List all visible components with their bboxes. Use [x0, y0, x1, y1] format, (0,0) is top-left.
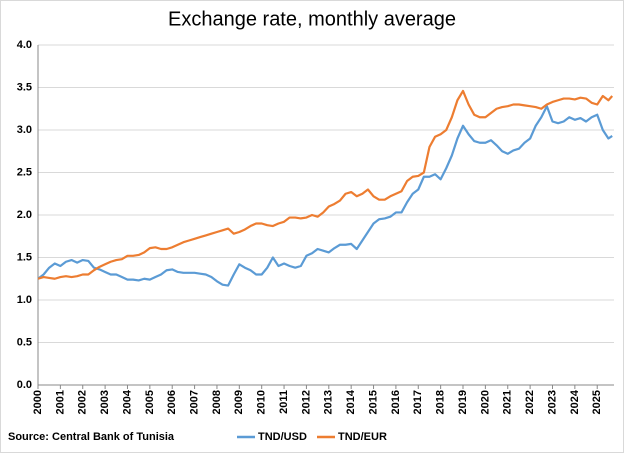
x-tick-label: 2009 — [233, 390, 245, 414]
chart-title: Exchange rate, monthly average — [168, 8, 456, 30]
y-tick-label: 2.5 — [17, 166, 32, 178]
source-note: Source: Central Bank of Tunisia — [8, 431, 175, 443]
x-tick-label: 2003 — [99, 390, 111, 414]
series-line — [37, 105, 613, 287]
y-tick-label: 3.5 — [17, 81, 32, 93]
y-tick-label: 4.0 — [17, 39, 32, 51]
x-tick-label: 2010 — [256, 390, 268, 414]
x-tick-label: 2020 — [479, 390, 491, 414]
y-tick-label: 3.0 — [17, 124, 32, 136]
x-tick-label: 2007 — [188, 390, 200, 414]
x-tick-label: 2017 — [412, 390, 424, 414]
x-tick-label: 2006 — [166, 390, 178, 414]
x-tick-label: 2015 — [367, 390, 379, 414]
x-tick-label: 2002 — [77, 390, 89, 414]
y-tick-label: 1.5 — [17, 251, 32, 263]
x-tick-label: 2000 — [32, 390, 44, 414]
x-tick-label: 2023 — [546, 390, 558, 414]
y-tick-label: 2.0 — [17, 209, 32, 221]
x-tick-label: 2016 — [390, 390, 402, 414]
x-tick-label: 2012 — [300, 390, 312, 414]
x-tick-label: 2018 — [435, 390, 447, 414]
x-tick-label: 2024 — [569, 389, 581, 414]
series-line — [37, 89, 614, 280]
x-tick-label: 2001 — [54, 390, 66, 414]
legend-label: TND/USD — [258, 431, 307, 443]
y-tick-label: 0.5 — [17, 336, 32, 348]
x-tick-label: 2013 — [323, 390, 335, 414]
x-tick-label: 2021 — [502, 390, 514, 414]
y-tick-label: 0.0 — [17, 379, 32, 391]
y-tick-label: 1.0 — [17, 294, 32, 306]
x-tick-label: 2019 — [457, 390, 469, 414]
x-tick-label: 2014 — [345, 389, 357, 414]
x-tick-label: 2022 — [524, 390, 536, 414]
x-tick-label: 2004 — [121, 389, 133, 414]
x-tick-label: 2025 — [591, 390, 603, 414]
legend-label: TND/EUR — [338, 431, 387, 443]
x-tick-label: 2008 — [211, 390, 223, 414]
x-tick-label: 2011 — [278, 390, 290, 414]
x-tick-label: 2005 — [144, 390, 156, 414]
